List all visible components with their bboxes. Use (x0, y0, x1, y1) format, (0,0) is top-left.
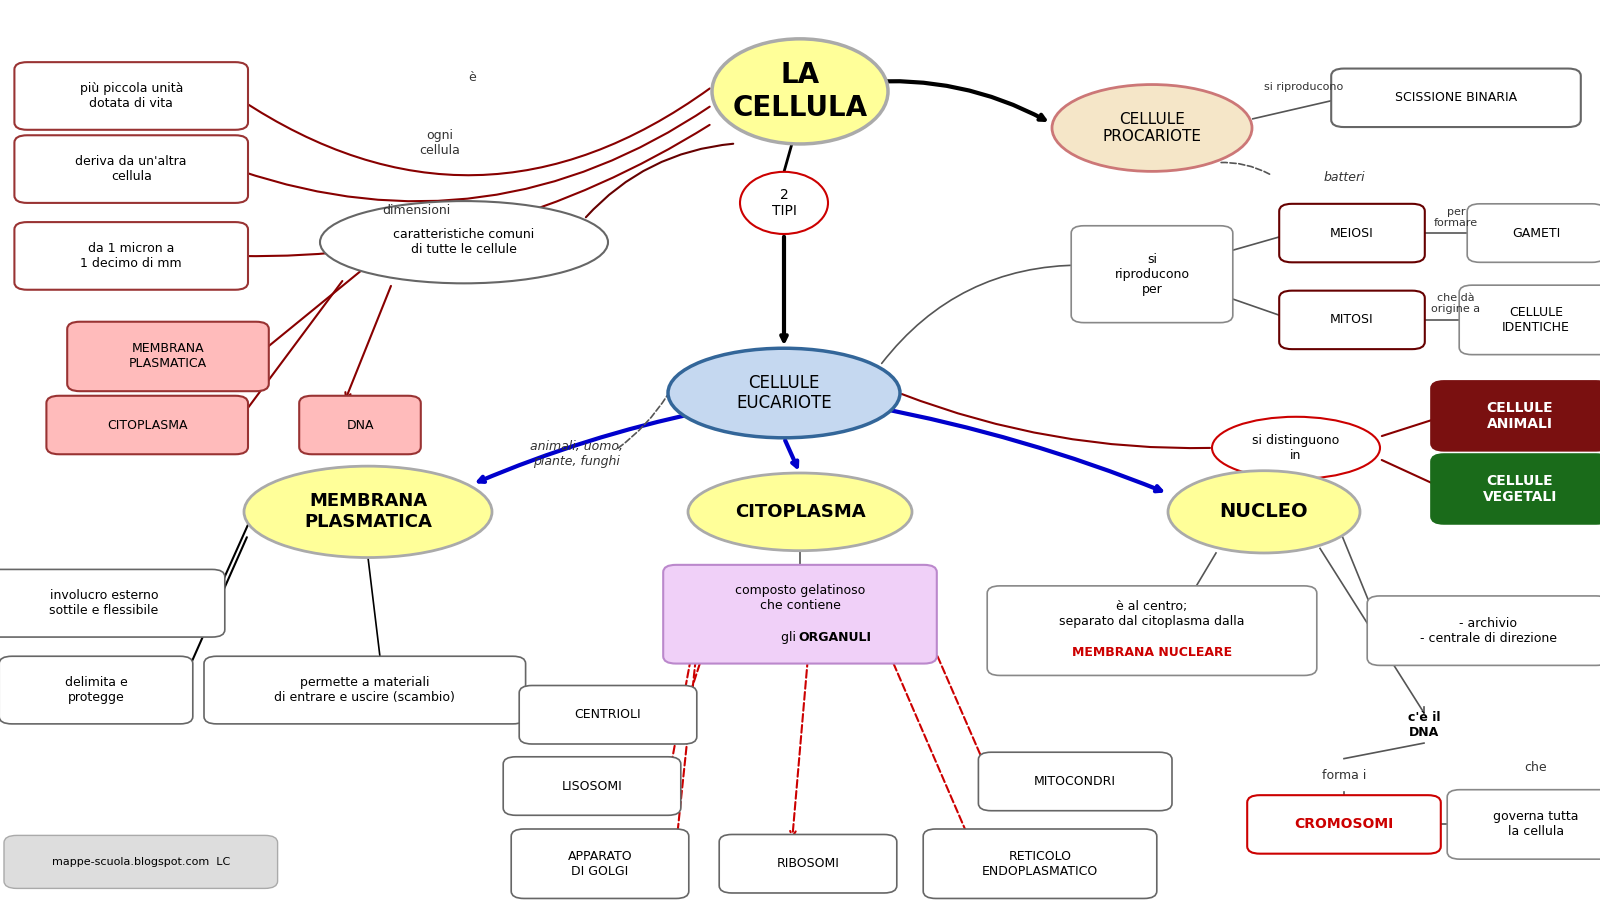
FancyBboxPatch shape (46, 396, 248, 454)
FancyBboxPatch shape (662, 565, 936, 664)
Text: si riproducono: si riproducono (1264, 82, 1344, 91)
FancyBboxPatch shape (1331, 69, 1581, 127)
Ellipse shape (1053, 85, 1251, 172)
Ellipse shape (712, 39, 888, 143)
Text: forma i: forma i (1322, 769, 1366, 781)
Ellipse shape (1168, 471, 1360, 553)
Text: delimita e
protegge: delimita e protegge (64, 676, 128, 704)
FancyBboxPatch shape (1366, 596, 1600, 665)
FancyBboxPatch shape (518, 686, 698, 744)
FancyBboxPatch shape (979, 752, 1171, 811)
Text: APPARATO
DI GOLGI: APPARATO DI GOLGI (568, 850, 632, 877)
FancyBboxPatch shape (0, 656, 192, 724)
Ellipse shape (320, 201, 608, 283)
Text: per
formare: per formare (1434, 207, 1478, 228)
Ellipse shape (243, 466, 493, 558)
Text: si
riproducono
per: si riproducono per (1115, 252, 1189, 296)
Ellipse shape (739, 172, 829, 234)
FancyBboxPatch shape (1248, 795, 1440, 854)
FancyBboxPatch shape (720, 834, 896, 893)
Text: ogni
cellula: ogni cellula (419, 130, 461, 157)
Text: MEMBRANA NUCLEARE: MEMBRANA NUCLEARE (1072, 646, 1232, 659)
Text: 2
TIPI: 2 TIPI (771, 187, 797, 218)
Text: batteri: batteri (1323, 171, 1365, 184)
FancyBboxPatch shape (502, 757, 682, 815)
FancyBboxPatch shape (1280, 204, 1424, 262)
Text: è al centro;
separato dal citoplasma dalla: è al centro; separato dal citoplasma dal… (1059, 600, 1245, 628)
Text: composto gelatinoso
che contiene: composto gelatinoso che contiene (734, 584, 866, 611)
Text: permette a materiali
di entrare e uscire (scambio): permette a materiali di entrare e uscire… (274, 676, 456, 704)
FancyBboxPatch shape (1467, 204, 1600, 262)
Text: LA
CELLULA: LA CELLULA (733, 61, 867, 122)
FancyBboxPatch shape (1459, 285, 1600, 355)
Text: dimensioni: dimensioni (382, 204, 450, 217)
Text: caratteristiche comuni
di tutte le cellule: caratteristiche comuni di tutte le cellu… (394, 228, 534, 256)
FancyBboxPatch shape (987, 586, 1317, 675)
Text: più piccola unità
dotata di vita: più piccola unità dotata di vita (80, 82, 182, 110)
FancyBboxPatch shape (1072, 226, 1232, 323)
Text: CELLULE
VEGETALI: CELLULE VEGETALI (1483, 473, 1557, 505)
FancyBboxPatch shape (14, 135, 248, 203)
Text: gli: gli (781, 632, 800, 644)
Text: governa tutta
la cellula: governa tutta la cellula (1493, 811, 1579, 838)
Text: CELLULE
EUCARIOTE: CELLULE EUCARIOTE (736, 374, 832, 412)
Text: animali, uomo,
piante, funghi: animali, uomo, piante, funghi (530, 441, 622, 468)
FancyBboxPatch shape (1280, 291, 1424, 349)
FancyBboxPatch shape (205, 656, 525, 724)
Text: CENTRIOLI: CENTRIOLI (574, 708, 642, 721)
FancyBboxPatch shape (299, 396, 421, 454)
Text: che: che (1525, 761, 1547, 774)
Text: c'è il
DNA: c'è il DNA (1408, 711, 1440, 739)
FancyBboxPatch shape (14, 62, 248, 130)
Text: MITOCONDRI: MITOCONDRI (1034, 775, 1117, 788)
Text: DNA: DNA (346, 419, 374, 431)
FancyBboxPatch shape (1432, 381, 1600, 451)
Text: CELLULE
PROCARIOTE: CELLULE PROCARIOTE (1102, 112, 1202, 144)
Text: involucro esterno
sottile e flessibile: involucro esterno sottile e flessibile (50, 590, 158, 617)
Text: LISOSOMI: LISOSOMI (562, 780, 622, 792)
Text: CITOPLASMA: CITOPLASMA (734, 503, 866, 521)
Text: che dà
origine a: che dà origine a (1432, 292, 1480, 314)
Text: CITOPLASMA: CITOPLASMA (107, 419, 187, 431)
Text: da 1 micron a
1 decimo di mm: da 1 micron a 1 decimo di mm (80, 242, 182, 270)
FancyBboxPatch shape (923, 829, 1157, 898)
Text: deriva da un'altra
cellula: deriva da un'altra cellula (75, 155, 187, 183)
Text: MEMBRANA
PLASMATICA: MEMBRANA PLASMATICA (130, 343, 206, 370)
Text: RIBOSOMI: RIBOSOMI (776, 857, 840, 870)
FancyBboxPatch shape (1432, 454, 1600, 524)
Text: è: è (469, 71, 475, 84)
Ellipse shape (1213, 417, 1379, 479)
Text: NUCLEO: NUCLEO (1219, 503, 1309, 521)
Ellipse shape (688, 473, 912, 550)
Text: CELLULE
ANIMALI: CELLULE ANIMALI (1486, 400, 1554, 431)
Text: CELLULE
IDENTICHE: CELLULE IDENTICHE (1502, 306, 1570, 334)
Text: GAMETI: GAMETI (1512, 227, 1560, 239)
Text: ORGANULI: ORGANULI (798, 632, 872, 644)
Text: MEMBRANA
PLASMATICA: MEMBRANA PLASMATICA (304, 493, 432, 531)
FancyBboxPatch shape (1448, 790, 1600, 859)
FancyBboxPatch shape (3, 835, 278, 888)
Text: MITOSI: MITOSI (1330, 314, 1374, 326)
Text: MEIOSI: MEIOSI (1330, 227, 1374, 239)
Text: RETICOLO
ENDOPLASMATICO: RETICOLO ENDOPLASMATICO (982, 850, 1098, 877)
Text: SCISSIONE BINARIA: SCISSIONE BINARIA (1395, 91, 1517, 104)
Ellipse shape (669, 348, 899, 438)
FancyBboxPatch shape (14, 222, 248, 290)
FancyBboxPatch shape (0, 569, 224, 637)
Text: - archivio
- centrale di direzione: - archivio - centrale di direzione (1419, 617, 1557, 644)
FancyBboxPatch shape (512, 829, 688, 898)
Text: si distinguono
in: si distinguono in (1253, 434, 1339, 462)
Text: CROMOSOMI: CROMOSOMI (1294, 817, 1394, 832)
Text: mappe-scuola.blogspot.com  LC: mappe-scuola.blogspot.com LC (51, 857, 230, 866)
FancyBboxPatch shape (67, 322, 269, 391)
